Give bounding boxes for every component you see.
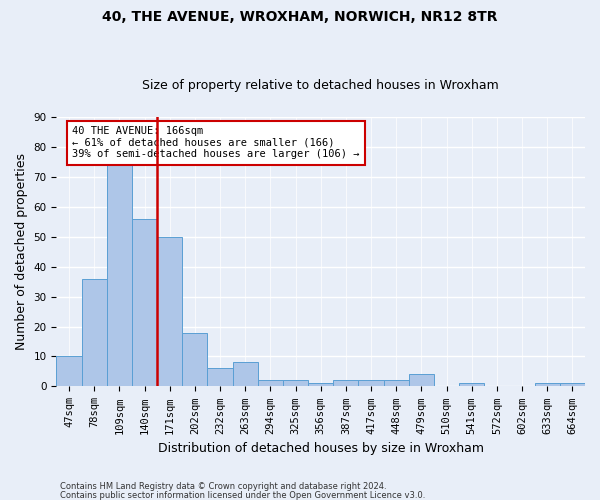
X-axis label: Distribution of detached houses by size in Wroxham: Distribution of detached houses by size …	[158, 442, 484, 455]
Bar	[459, 384, 484, 386]
Bar	[535, 384, 560, 386]
Bar	[283, 380, 308, 386]
Y-axis label: Number of detached properties: Number of detached properties	[15, 153, 28, 350]
Bar	[132, 218, 157, 386]
Text: Contains public sector information licensed under the Open Government Licence v3: Contains public sector information licen…	[60, 490, 425, 500]
Bar	[409, 374, 434, 386]
Bar	[383, 380, 409, 386]
Bar	[560, 384, 585, 386]
Bar	[258, 380, 283, 386]
Bar	[358, 380, 383, 386]
Text: 40, THE AVENUE, WROXHAM, NORWICH, NR12 8TR: 40, THE AVENUE, WROXHAM, NORWICH, NR12 8…	[102, 10, 498, 24]
Text: 40 THE AVENUE: 166sqm
← 61% of detached houses are smaller (166)
39% of semi-det: 40 THE AVENUE: 166sqm ← 61% of detached …	[72, 126, 360, 160]
Bar	[208, 368, 233, 386]
Title: Size of property relative to detached houses in Wroxham: Size of property relative to detached ho…	[142, 79, 499, 92]
Bar	[308, 384, 333, 386]
Bar	[233, 362, 258, 386]
Bar	[82, 278, 107, 386]
Text: Contains HM Land Registry data © Crown copyright and database right 2024.: Contains HM Land Registry data © Crown c…	[60, 482, 386, 491]
Bar	[333, 380, 358, 386]
Bar	[182, 332, 208, 386]
Bar	[56, 356, 82, 386]
Bar	[157, 236, 182, 386]
Bar	[107, 162, 132, 386]
